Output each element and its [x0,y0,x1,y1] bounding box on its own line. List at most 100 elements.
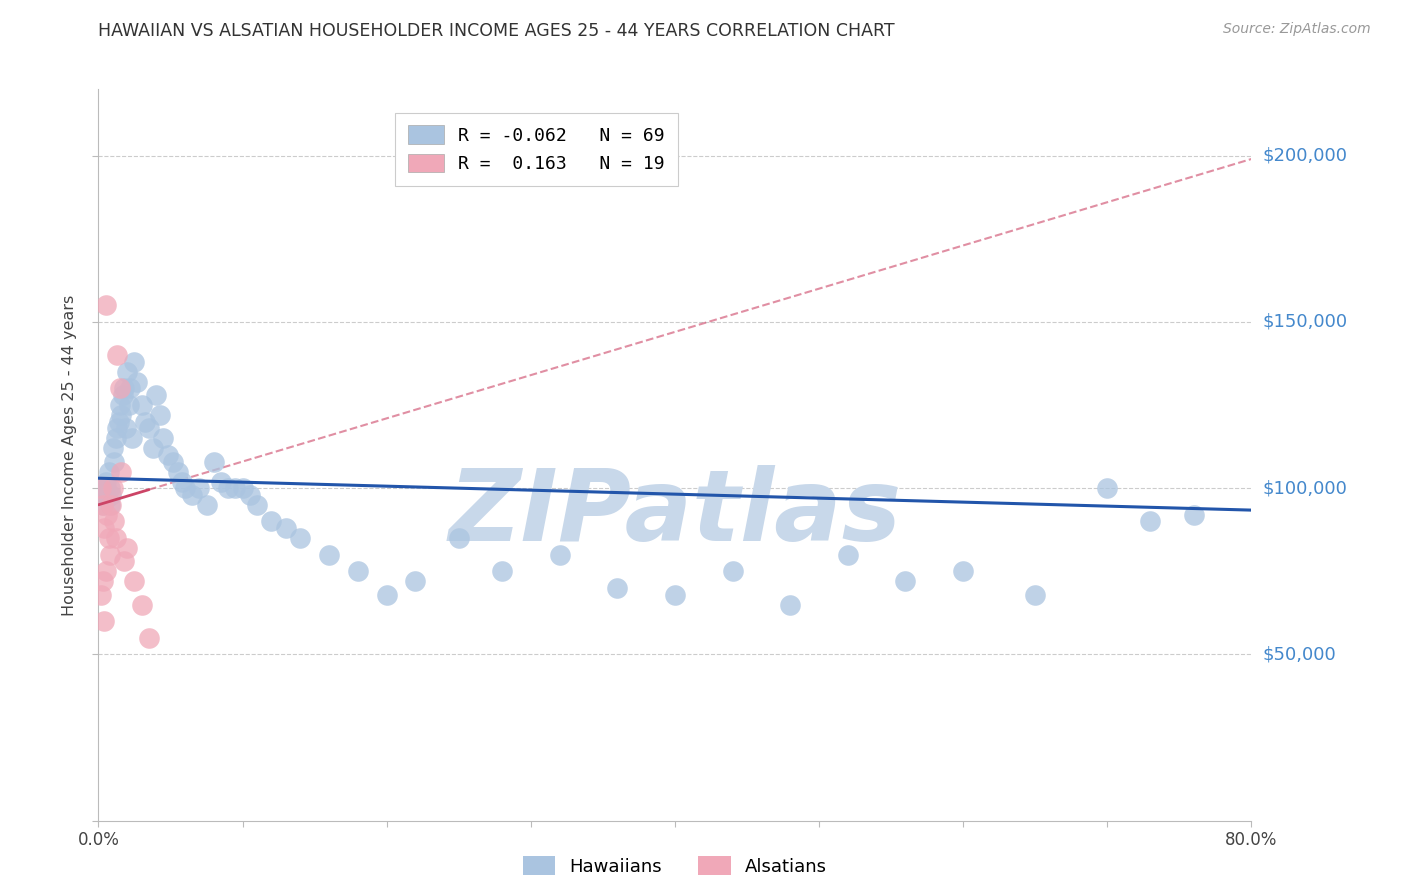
Point [447,531,470,545]
Point [110,408,132,422]
Point [138,421,160,435]
Point [90,481,112,495]
Point [101,442,124,456]
Point [105,348,128,362]
Point [112,554,135,568]
Point [134,415,156,429]
Point [94,298,117,312]
Point [260,515,283,529]
Point [110,465,132,479]
Point [231,481,254,495]
Point [97,465,120,479]
Point [779,598,801,612]
Point [118,398,141,412]
Point [217,481,239,495]
Point [100,488,122,502]
Point [93,521,115,535]
Point [170,475,193,489]
Point [104,531,127,545]
Point [1024,588,1046,602]
Point [100,498,122,512]
Point [1097,481,1119,495]
Point [131,598,153,612]
Point [131,398,153,412]
Point [98,481,121,495]
Point [721,564,744,578]
Point [181,488,204,502]
Point [90,481,112,495]
Point [952,564,974,578]
Point [94,481,117,495]
Point [103,515,125,529]
Point [90,588,112,602]
Point [124,574,146,589]
Point [152,431,174,445]
Point [117,541,138,555]
Point [145,388,167,402]
Point [1182,508,1205,522]
Point [91,498,114,512]
Point [346,564,368,578]
Point [149,408,172,422]
Point [166,465,188,479]
Point [606,581,628,595]
Point [91,498,114,512]
Point [405,574,427,589]
Point [91,574,114,589]
Point [127,375,149,389]
Point [156,448,179,462]
Text: $50,000: $50,000 [1263,646,1336,664]
Point [98,498,121,512]
Point [94,475,117,489]
Text: $200,000: $200,000 [1263,146,1347,165]
Point [202,454,225,468]
Point [375,588,398,602]
Point [103,454,125,468]
Point [224,481,246,495]
Point [246,498,269,512]
Point [97,531,120,545]
Text: $150,000: $150,000 [1263,313,1347,331]
Point [491,564,513,578]
Point [96,508,118,522]
Point [108,381,131,395]
Point [105,421,128,435]
Point [188,481,211,495]
Point [101,481,124,495]
Legend: Hawaiians, Alsatians: Hawaiians, Alsatians [513,847,837,885]
Point [142,442,165,456]
Point [239,488,262,502]
Point [93,614,115,628]
Point [174,481,197,495]
Point [548,548,571,562]
Point [162,454,184,468]
Text: $100,000: $100,000 [1263,479,1347,497]
Point [290,531,312,545]
Point [111,388,134,402]
Point [104,431,127,445]
Point [124,355,146,369]
Point [112,381,135,395]
Text: ZIPatlas: ZIPatlas [449,465,901,562]
Point [894,574,917,589]
Point [114,421,136,435]
Text: HAWAIIAN VS ALSATIAN HOUSEHOLDER INCOME AGES 25 - 44 YEARS CORRELATION CHART: HAWAIIAN VS ALSATIAN HOUSEHOLDER INCOME … [98,22,896,40]
Text: Source: ZipAtlas.com: Source: ZipAtlas.com [1223,22,1371,37]
Point [117,365,138,379]
Point [195,498,218,512]
Point [96,491,118,505]
Point [664,588,686,602]
Point [274,521,297,535]
Point [108,398,131,412]
Point [93,488,115,502]
Point [94,564,117,578]
Point [138,631,160,645]
Point [120,381,142,395]
Point [121,431,143,445]
Point [98,548,121,562]
Point [837,548,859,562]
Point [209,475,232,489]
Point [1139,515,1161,529]
Y-axis label: Householder Income Ages 25 - 44 years: Householder Income Ages 25 - 44 years [62,294,77,615]
Point [318,548,340,562]
